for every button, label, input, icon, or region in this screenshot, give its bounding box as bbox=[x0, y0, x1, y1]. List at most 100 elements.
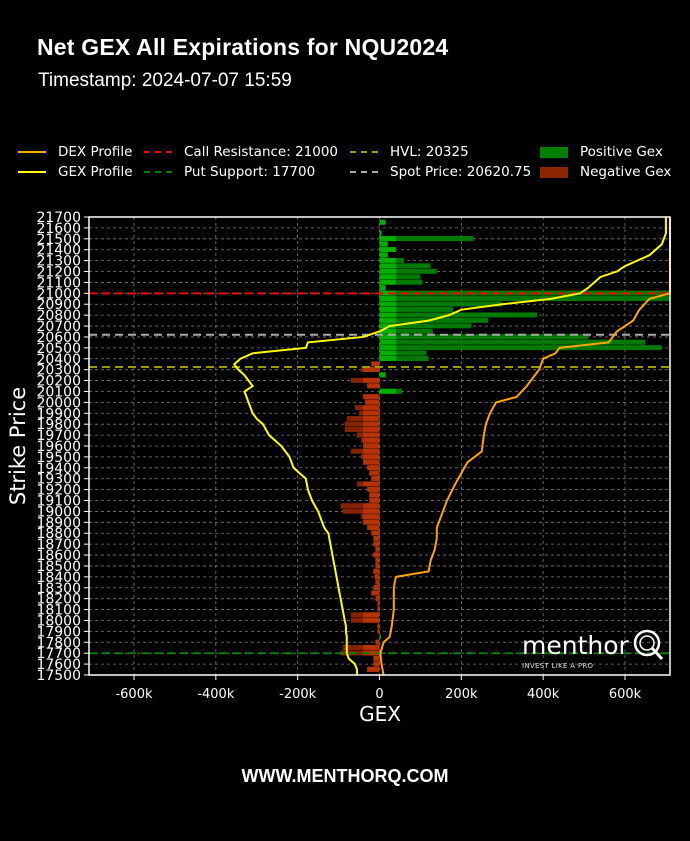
negative-gex-bar-core bbox=[369, 492, 380, 498]
x-tick-label: -600k bbox=[115, 687, 153, 702]
y-tick-label: 19100 bbox=[36, 494, 81, 510]
negative-gex-bar-core bbox=[377, 606, 380, 612]
negative-gex-bar-core bbox=[375, 639, 380, 645]
negative-gex-bar-core bbox=[375, 563, 380, 569]
positive-gex-bar-core bbox=[379, 328, 396, 334]
negative-gex-bar-core bbox=[373, 535, 380, 541]
y-tick-label: 18400 bbox=[36, 570, 81, 586]
negative-gex-bar-core bbox=[363, 377, 380, 383]
positive-gex-bar bbox=[379, 339, 646, 345]
y-tick-label: 21500 bbox=[36, 232, 81, 248]
positive-gex-bar bbox=[379, 312, 538, 318]
patch-swatch-icon bbox=[540, 166, 568, 178]
legend-item-put-support: Put Support: 17700 bbox=[144, 164, 315, 180]
negative-gex-bar-core bbox=[373, 552, 380, 558]
x-tick-label: 0 bbox=[375, 687, 383, 702]
y-tick-label: 21400 bbox=[36, 243, 81, 259]
reference-lines bbox=[89, 292, 670, 655]
negative-gex-bar-core bbox=[363, 454, 380, 460]
timestamp: Timestamp: 2024-07-07 15:59 bbox=[38, 70, 292, 91]
positive-gex-bar-core bbox=[379, 356, 396, 362]
y-tick-label: 20500 bbox=[36, 341, 81, 357]
y-tick-label: 19300 bbox=[36, 472, 81, 488]
negative-gex-bar-core bbox=[371, 361, 380, 367]
patch-swatch-icon bbox=[540, 146, 568, 158]
y-tick-label: 20300 bbox=[36, 363, 81, 379]
legend-item-spot-price: Spot Price: 20620.75 bbox=[350, 164, 531, 180]
y-tick-label: 18200 bbox=[36, 592, 81, 608]
positive-gex-bar-core bbox=[379, 263, 396, 269]
positive-gex-bar-core bbox=[379, 312, 396, 318]
positive-gex-bar-core bbox=[379, 388, 396, 394]
y-tick-label: 21100 bbox=[36, 275, 81, 291]
positive-gex-bar-core bbox=[379, 345, 396, 351]
negative-gex-bar-core bbox=[363, 508, 380, 514]
legend-item-dex-profile: DEX Profile bbox=[18, 144, 132, 160]
x-tick-label: 400k bbox=[527, 687, 560, 702]
x-tick-label: -400k bbox=[197, 687, 235, 702]
y-tick-label: 21700 bbox=[36, 210, 81, 226]
positive-gex-bar-core bbox=[379, 219, 386, 225]
x-tick-label: 200k bbox=[445, 687, 478, 702]
y-tick-label: 17700 bbox=[36, 646, 81, 662]
negative-gex-bar-core bbox=[373, 655, 380, 661]
y-tick-label: 18800 bbox=[36, 526, 81, 542]
negative-gex-bar-core bbox=[363, 448, 380, 454]
negative-gex-bar-core bbox=[363, 421, 380, 427]
x-axis-ticks: -600k -400k -200k 0 200k 400k 600k bbox=[115, 675, 642, 702]
positive-gex-bar-core bbox=[379, 230, 382, 236]
y-tick-label: 19800 bbox=[36, 417, 81, 433]
negative-gex-bar-core bbox=[373, 585, 380, 591]
y-tick-label: 17800 bbox=[36, 635, 81, 651]
negative-gex-bar-core bbox=[363, 481, 380, 487]
positive-gex-bar-core bbox=[379, 317, 396, 323]
y-tick-label: 17900 bbox=[36, 624, 81, 640]
negative-gex-bar bbox=[344, 426, 380, 432]
positive-gex-bar-core bbox=[379, 285, 386, 291]
x-tick-label: 600k bbox=[609, 687, 642, 702]
y-tick-label: 20200 bbox=[36, 374, 81, 390]
y-tick-label: 19000 bbox=[36, 504, 81, 520]
positive-gex-bar-core bbox=[379, 634, 381, 640]
negative-gex-bar-core bbox=[373, 541, 380, 547]
positive-gex-bar-core bbox=[379, 334, 396, 340]
y-tick-label: 19900 bbox=[36, 406, 81, 422]
negative-gex-bar-core bbox=[363, 459, 380, 465]
negative-gex-bar-core bbox=[367, 525, 380, 531]
dex-profile-line bbox=[379, 217, 671, 676]
positive-gex-bar-core bbox=[379, 236, 396, 242]
positive-gex-bar bbox=[379, 356, 429, 362]
negative-gex-bar-core bbox=[371, 475, 380, 482]
negative-gex-bar-core bbox=[367, 486, 380, 492]
negative-gex-bar-core bbox=[363, 617, 380, 623]
positive-gex-bar-core bbox=[379, 339, 396, 345]
profile-lines bbox=[232, 217, 671, 676]
positive-gex-bar-core bbox=[379, 301, 396, 307]
y-axis-ticks: 1750017600177001780017900180001810018200… bbox=[36, 210, 89, 684]
negative-gex-bar-core bbox=[377, 628, 380, 634]
y-tick-label: 20800 bbox=[36, 308, 81, 324]
positive-gex-bar-core bbox=[379, 274, 396, 280]
legend-item-gex-profile: GEX Profile bbox=[18, 164, 133, 180]
line-swatch-icon bbox=[18, 151, 46, 153]
y-tick-label: 18300 bbox=[36, 581, 81, 597]
menthorq-logo: menthor INVEST LIKE A PRO bbox=[522, 628, 666, 670]
positive-gex-bar-core bbox=[379, 252, 388, 258]
legend-item-positive-gex: Positive Gex bbox=[540, 144, 663, 160]
negative-gex-bar-core bbox=[374, 574, 380, 580]
legend-item-call-resistance: Call Resistance: 21000 bbox=[144, 144, 338, 160]
negative-gex-bar-core bbox=[363, 519, 380, 525]
dashed-line-swatch-icon bbox=[144, 171, 172, 173]
y-tick-label: 20600 bbox=[36, 330, 81, 346]
positive-gex-bar bbox=[379, 317, 488, 323]
negative-gex-bar-core bbox=[363, 410, 380, 416]
chart-title: Net GEX All Expirations for NQU2024 bbox=[37, 34, 449, 60]
negative-gex-bar-core bbox=[365, 399, 380, 405]
positive-gex-bar-core bbox=[379, 372, 386, 378]
dashed-line-swatch-icon bbox=[350, 151, 378, 153]
negative-gex-bar bbox=[340, 503, 380, 509]
negative-gex-bar-core bbox=[367, 666, 380, 672]
negative-gex-bar bbox=[340, 650, 380, 656]
legend-item-hvl: HVL: 20325 bbox=[350, 144, 469, 160]
y-tick-label: 19500 bbox=[36, 450, 81, 466]
